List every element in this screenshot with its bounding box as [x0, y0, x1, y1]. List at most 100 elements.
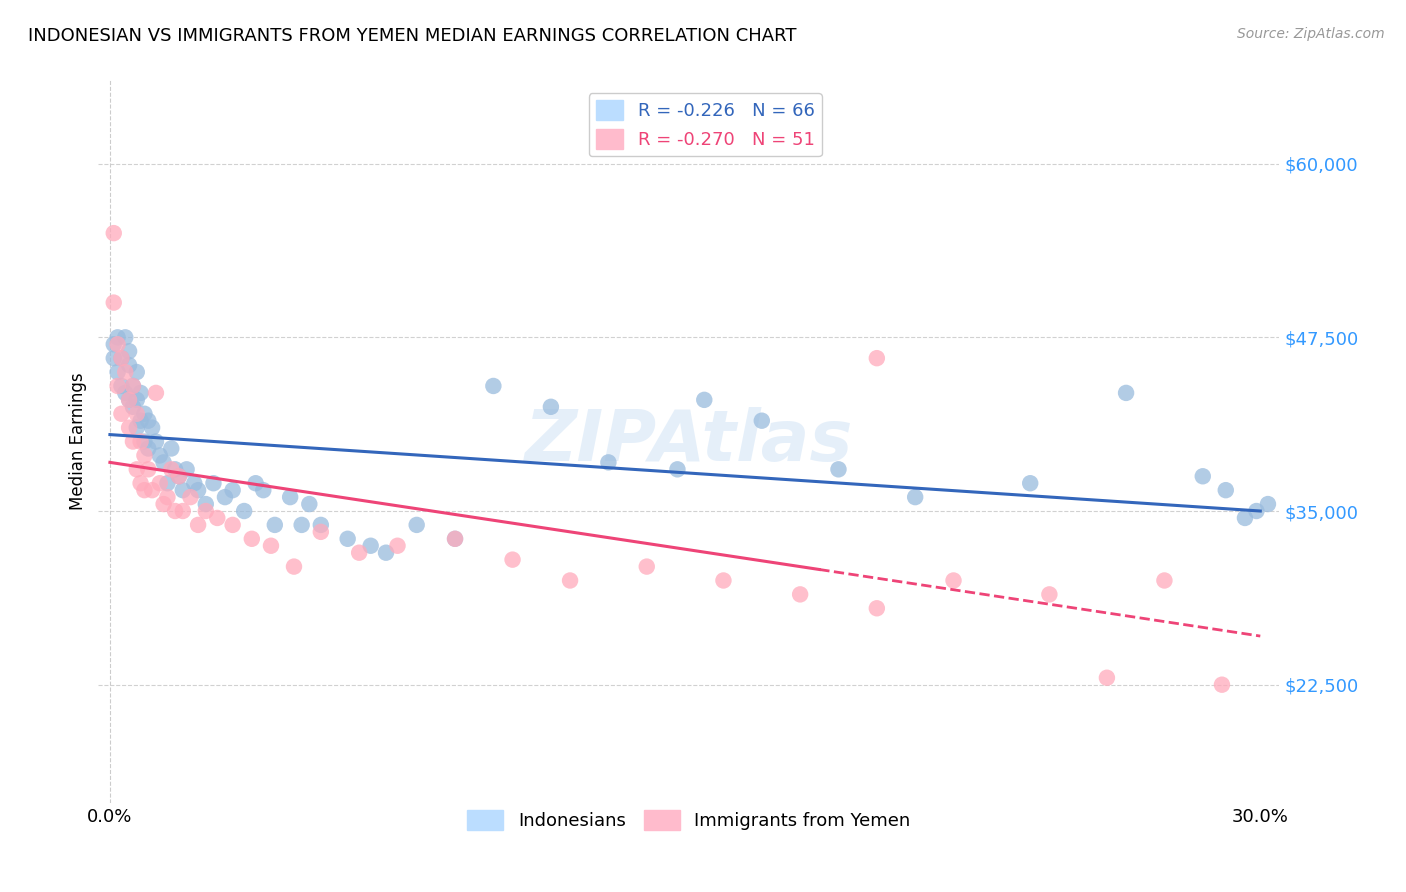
Point [827, 462, 849, 476]
Point [141, 483, 163, 498]
Point [172, 483, 194, 498]
Text: Source: ZipAtlas.com: Source: ZipAtlas.com [1237, 27, 1385, 41]
Point [360, 539, 382, 553]
Point [118, 420, 141, 434]
Point [866, 351, 889, 366]
Point [145, 434, 167, 449]
Point [122, 434, 145, 449]
Point [122, 379, 145, 393]
Point [107, 330, 129, 344]
Point [405, 517, 427, 532]
Point [283, 559, 305, 574]
Point [125, 462, 148, 476]
Point [107, 337, 129, 351]
Point [444, 532, 467, 546]
Point [129, 385, 152, 400]
Point [145, 385, 167, 400]
Point [149, 476, 172, 491]
Point [110, 379, 132, 393]
Point [309, 517, 332, 532]
Point [136, 442, 159, 456]
Point [107, 379, 129, 393]
Point [134, 449, 156, 463]
Point [666, 462, 689, 476]
Point [187, 483, 209, 498]
Point [214, 490, 236, 504]
Point [263, 517, 285, 532]
Point [122, 400, 145, 414]
Point [1233, 511, 1256, 525]
Point [202, 476, 225, 491]
Point [245, 476, 267, 491]
Point [118, 358, 141, 372]
Point [1115, 385, 1137, 400]
Point [118, 392, 141, 407]
Point [125, 407, 148, 421]
Point [1019, 476, 1042, 491]
Point [233, 504, 256, 518]
Point [129, 476, 152, 491]
Point [713, 574, 735, 588]
Point [160, 462, 183, 476]
Point [866, 601, 889, 615]
Point [444, 532, 467, 546]
Point [598, 455, 620, 469]
Point [114, 365, 136, 379]
Point [309, 524, 332, 539]
Point [136, 414, 159, 428]
Point [347, 546, 370, 560]
Point [129, 414, 152, 428]
Point [103, 295, 125, 310]
Point [176, 462, 198, 476]
Point [1215, 483, 1237, 498]
Point [207, 511, 229, 525]
Point [183, 476, 205, 491]
Text: ZIPAtlas: ZIPAtlas [524, 407, 853, 476]
Point [252, 483, 274, 498]
Point [125, 365, 148, 379]
Point [118, 344, 141, 359]
Point [134, 483, 156, 498]
Point [751, 414, 773, 428]
Text: INDONESIAN VS IMMIGRANTS FROM YEMEN MEDIAN EARNINGS CORRELATION CHART: INDONESIAN VS IMMIGRANTS FROM YEMEN MEDI… [28, 27, 797, 45]
Point [540, 400, 562, 414]
Point [165, 462, 187, 476]
Point [103, 351, 125, 366]
Point [1246, 504, 1268, 518]
Point [125, 392, 148, 407]
Point [1191, 469, 1213, 483]
Point [110, 351, 132, 366]
Point [152, 455, 174, 469]
Point [221, 517, 243, 532]
Point [375, 546, 398, 560]
Point [110, 407, 132, 421]
Point [187, 517, 209, 532]
Point [558, 574, 581, 588]
Point [1095, 671, 1118, 685]
Point [260, 539, 283, 553]
Point [156, 476, 179, 491]
Point [103, 226, 125, 240]
Point [167, 469, 190, 483]
Point [298, 497, 321, 511]
Point [167, 469, 190, 483]
Point [221, 483, 243, 498]
Point [1038, 587, 1060, 601]
Point [141, 420, 163, 434]
Point [149, 449, 172, 463]
Point [156, 490, 179, 504]
Point [107, 365, 129, 379]
Legend: Indonesians, Immigrants from Yemen: Indonesians, Immigrants from Yemen [460, 803, 918, 837]
Point [136, 462, 159, 476]
Point [789, 587, 811, 601]
Point [942, 574, 965, 588]
Point [482, 379, 505, 393]
Point [1257, 497, 1279, 511]
Point [160, 442, 183, 456]
Point [291, 517, 314, 532]
Point [904, 490, 927, 504]
Point [125, 420, 148, 434]
Point [240, 532, 263, 546]
Y-axis label: Median Earnings: Median Earnings [69, 373, 87, 510]
Point [103, 337, 125, 351]
